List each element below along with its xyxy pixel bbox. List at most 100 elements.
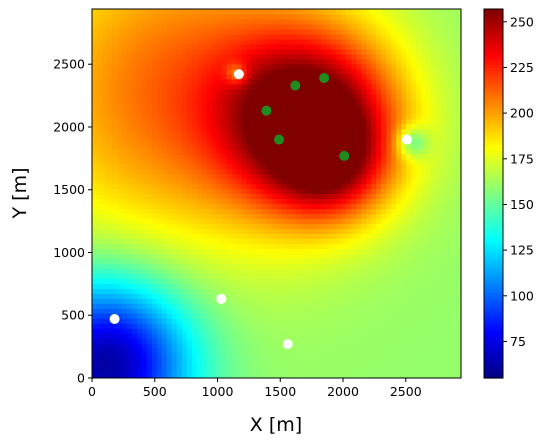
heatmap-cell [151, 133, 158, 140]
heatmap-cell [196, 108, 203, 115]
heatmap-cell [296, 253, 303, 259]
heatmap-cell [136, 198, 143, 205]
heatmap-cell [191, 163, 198, 170]
heatmap-cell [406, 258, 412, 264]
heatmap-cell [401, 148, 407, 155]
heatmap-cell [191, 108, 198, 115]
heatmap-cell [236, 83, 243, 90]
heatmap-cell [196, 113, 203, 120]
heatmap-cell [331, 308, 337, 314]
heatmap-cell [171, 318, 178, 324]
heatmap-cell [236, 238, 243, 244]
heatmap-cell [411, 28, 417, 35]
heatmap-cell [136, 18, 143, 25]
heatmap-cell [301, 248, 308, 254]
heatmap-cell [106, 53, 113, 60]
heatmap-cell [96, 128, 103, 135]
heatmap-cell [416, 358, 422, 364]
heatmap-cell [221, 68, 228, 75]
heatmap-cell [136, 188, 143, 195]
heatmap-cell [336, 368, 342, 374]
heatmap-cell [111, 223, 118, 230]
heatmap-cell [141, 243, 148, 249]
heatmap-cell [171, 23, 178, 30]
heatmap-cell [141, 278, 148, 284]
heatmap-cell [281, 48, 288, 55]
heatmap-cell [336, 58, 342, 65]
heatmap-cell [301, 38, 308, 45]
heatmap-cell [226, 298, 233, 304]
heatmap-cell [356, 358, 362, 364]
heatmap-cell [296, 263, 303, 269]
heatmap-cell [336, 173, 342, 180]
heatmap-cell [196, 323, 203, 329]
heatmap-cell [311, 193, 317, 200]
heatmap-cell [166, 163, 173, 170]
heatmap-cell [131, 323, 138, 329]
heatmap-cell [356, 353, 362, 359]
heatmap-cell [421, 33, 427, 40]
heatmap-cell [261, 338, 268, 344]
heatmap-cell [291, 183, 298, 190]
heatmap-cell [386, 118, 392, 125]
heatmap-cell [286, 18, 293, 25]
heatmap-cell [211, 308, 218, 314]
heatmap-cell [101, 333, 108, 339]
heatmap-cell [181, 158, 188, 165]
heatmap-cell [286, 358, 293, 364]
heatmap-cell [306, 288, 313, 294]
heatmap-cell [416, 328, 422, 334]
heatmap-cell [421, 273, 427, 279]
heatmap-cell [106, 63, 113, 70]
heatmap-cell [326, 93, 332, 100]
heatmap-cell [371, 98, 377, 105]
heatmap-cell [301, 373, 308, 378]
heatmap-cell [171, 303, 178, 309]
heatmap-cell [111, 123, 118, 130]
heatmap-cell [271, 13, 278, 20]
heatmap-cell [216, 23, 223, 30]
heatmap-cell [201, 83, 208, 90]
heatmap-cell [346, 243, 352, 249]
heatmap-cell [236, 63, 243, 70]
heatmap-cell [271, 343, 278, 349]
heatmap-cell [141, 253, 148, 259]
heatmap-cell [101, 138, 108, 145]
heatmap-cell [266, 13, 273, 20]
heatmap-cell [406, 308, 412, 314]
heatmap-cell [421, 178, 427, 185]
heatmap-cell [406, 63, 412, 70]
heatmap-cell [371, 103, 377, 110]
heatmap-cell [186, 333, 193, 339]
heatmap-cell [381, 143, 387, 150]
heatmap-cell [286, 9, 293, 15]
heatmap-cell [291, 313, 298, 319]
heatmap-cell [416, 9, 422, 15]
heatmap-cell [256, 38, 263, 45]
heatmap-cell [241, 283, 248, 289]
heatmap-cell [111, 178, 118, 185]
heatmap-cell [261, 88, 268, 95]
heatmap-cell [276, 358, 283, 364]
heatmap-cell [376, 328, 382, 334]
heatmap-cell [276, 278, 283, 284]
heatmap-cell [131, 58, 138, 65]
heatmap-cell [421, 288, 427, 294]
heatmap-cell [176, 113, 183, 120]
heatmap-cell [261, 28, 268, 35]
heatmap-cell [106, 238, 113, 244]
heatmap-cell [166, 363, 173, 369]
heatmap-cell [301, 193, 308, 200]
heatmap-cell [346, 313, 352, 319]
heatmap-cell [131, 293, 138, 299]
heatmap-cell [136, 38, 143, 45]
heatmap-cell [116, 368, 123, 374]
heatmap-cell [301, 83, 308, 90]
heatmap-cell [296, 68, 303, 75]
heatmap-cell [211, 133, 218, 140]
heatmap-cell [311, 368, 317, 374]
heatmap-cell [251, 213, 258, 220]
heatmap-cell [111, 63, 118, 70]
heatmap-cell [161, 368, 168, 374]
heatmap-cell [211, 333, 218, 339]
